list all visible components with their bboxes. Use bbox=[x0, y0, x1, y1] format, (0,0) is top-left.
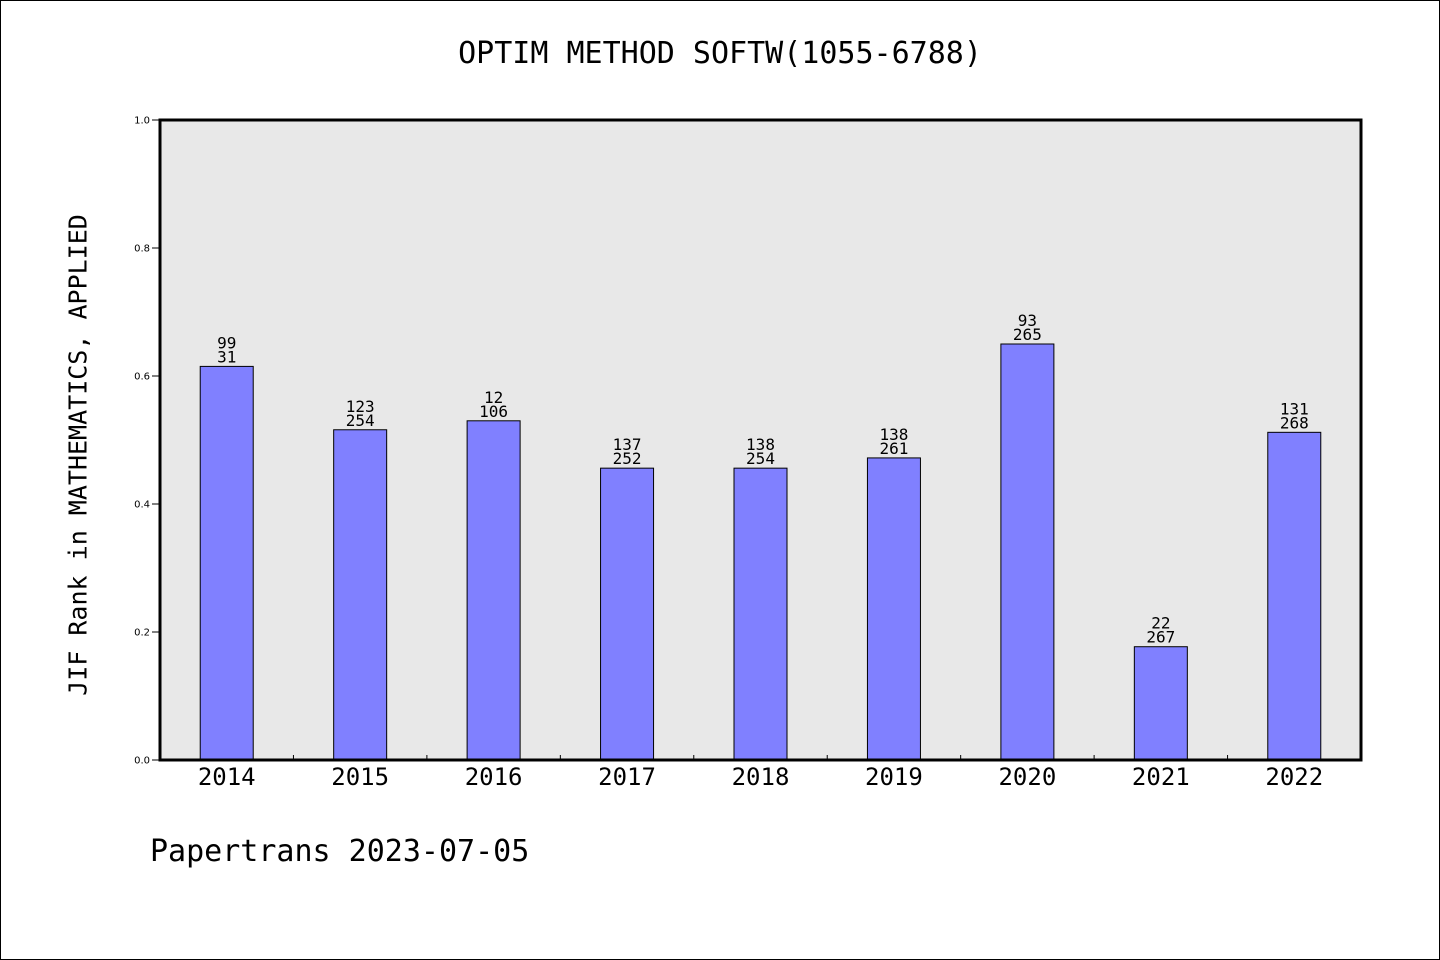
bar-label-bottom: 254 bbox=[746, 449, 775, 468]
y-tick-label: 0.2 bbox=[134, 628, 150, 639]
x-tick-label: 2016 bbox=[465, 763, 523, 791]
bar bbox=[199, 365, 254, 761]
bar-label-bottom: 268 bbox=[1280, 413, 1309, 432]
bar bbox=[333, 429, 388, 761]
bar-label-bottom: 261 bbox=[879, 439, 908, 458]
bar-label-top: 99 bbox=[217, 333, 236, 352]
bar-label-top: 131 bbox=[1280, 399, 1309, 418]
footer-credit: Papertrans 2023-07-05 bbox=[150, 834, 530, 869]
bar-label-top: 12 bbox=[484, 388, 503, 407]
x-tick-label: 2017 bbox=[598, 763, 656, 791]
x-tick-label: 2014 bbox=[198, 763, 256, 791]
x-tick-label: 2020 bbox=[998, 763, 1056, 791]
bar-label-top: 138 bbox=[746, 435, 775, 454]
y-tick-label: 0.4 bbox=[134, 500, 150, 511]
bar bbox=[466, 420, 521, 761]
bar-label-top: 138 bbox=[879, 425, 908, 444]
bar bbox=[1133, 646, 1188, 761]
bar bbox=[733, 467, 788, 761]
bar-label-bottom: 252 bbox=[613, 449, 642, 468]
bar-label-top: 93 bbox=[1018, 311, 1037, 330]
bar bbox=[600, 467, 655, 761]
y-tick-label: 0.8 bbox=[134, 244, 150, 255]
bar-label-top: 123 bbox=[346, 397, 375, 416]
x-tick-label: 2022 bbox=[1265, 763, 1323, 791]
bar-label-bottom: 31 bbox=[217, 347, 236, 366]
bar bbox=[1267, 431, 1322, 761]
x-tick-label: 2021 bbox=[1132, 763, 1190, 791]
chart-title: OPTIM METHOD SOFTW(1055-6788) bbox=[458, 36, 982, 71]
x-tick-label: 2019 bbox=[865, 763, 923, 791]
bar-label-bottom: 267 bbox=[1146, 628, 1175, 647]
x-tick-label: 2015 bbox=[331, 763, 389, 791]
bar-label-bottom: 265 bbox=[1013, 325, 1042, 344]
bar-label-bottom: 254 bbox=[346, 411, 375, 430]
x-tick-label: 2018 bbox=[732, 763, 790, 791]
y-tick-label: 1.0 bbox=[134, 116, 150, 127]
bar-label-top: 22 bbox=[1151, 614, 1170, 633]
y-tick-label: 0.6 bbox=[134, 372, 150, 383]
y-tick-label: 0.0 bbox=[134, 756, 150, 767]
bar bbox=[866, 457, 921, 761]
plot-border bbox=[158, 118, 1363, 762]
bar-label-bottom: 106 bbox=[479, 402, 508, 421]
bar-label-top: 137 bbox=[613, 435, 642, 454]
bar bbox=[1000, 343, 1055, 761]
